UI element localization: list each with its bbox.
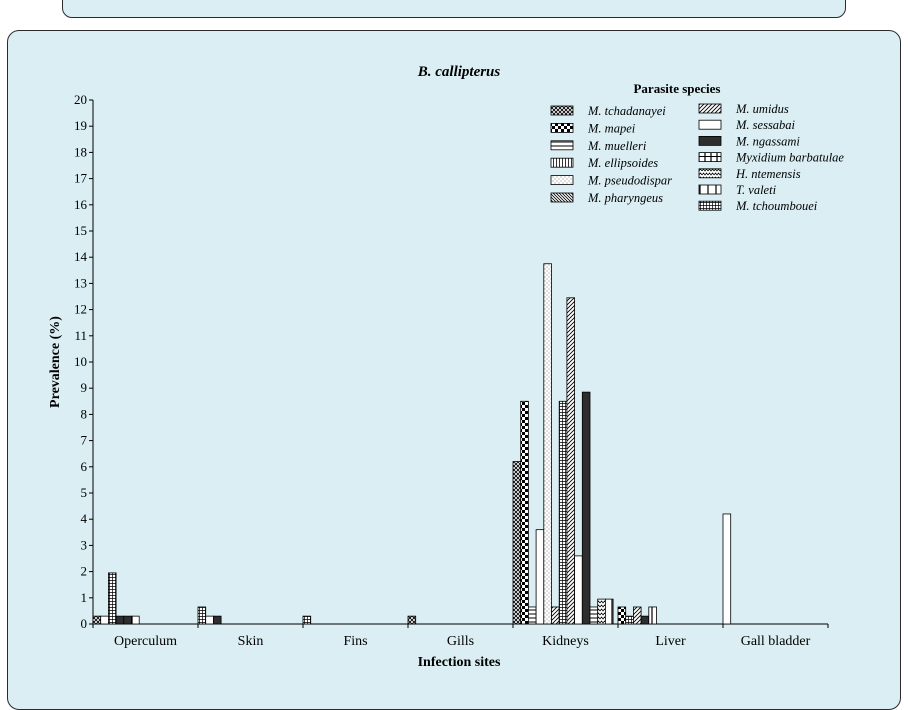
y-tick-label: 7 [81, 433, 88, 448]
bar-kidneys [520, 400, 529, 625]
legend-label: M. tchadanayei [587, 104, 666, 118]
y-tick-label: 18 [74, 144, 87, 159]
legend-label: T. valeti [736, 183, 777, 197]
legend-label: M. umidus [735, 102, 789, 116]
y-tick-label: 13 [74, 275, 87, 290]
y-tick-label: 6 [81, 459, 88, 474]
bar-skin [197, 606, 207, 625]
bar-kidneys [574, 555, 583, 625]
bar-kidneys [589, 606, 599, 625]
y-tick-label: 15 [74, 223, 87, 238]
bar-kidneys [605, 598, 614, 625]
y-axis-label: Prevalence (%) [48, 316, 63, 408]
bar-fins [302, 615, 312, 625]
y-tick-label: 9 [81, 380, 88, 395]
legend-label: H. ntemensis [735, 167, 801, 181]
chart-panel [7, 30, 901, 710]
legend-swatch [698, 119, 722, 130]
y-tick-label: 2 [81, 564, 88, 579]
x-tick-label: Gills [447, 634, 474, 649]
axes: 01234567891011121314151617181920Operculu… [74, 92, 829, 649]
bars [92, 263, 732, 625]
bar-chart: B. callipterus Prevalence (%) Infection … [48, 64, 844, 670]
legend-swatch [550, 157, 574, 168]
legend-swatch [550, 192, 574, 203]
bar-kidneys [535, 529, 545, 625]
bar-operculum [108, 572, 117, 625]
y-tick-label: 10 [74, 354, 87, 369]
bar-kidneys [566, 297, 576, 625]
bar-skin [212, 615, 222, 625]
legend-label: M. tchoumbouei [735, 199, 818, 213]
legend-swatch [698, 200, 722, 211]
bar-liver [633, 606, 642, 625]
bar-operculum [131, 615, 140, 625]
bar-kidneys [558, 400, 568, 625]
bar-liver [617, 606, 627, 625]
legend-label: M. ellipsoides [587, 156, 658, 170]
y-tick-label: 16 [74, 197, 88, 212]
legend-label: M. sessabai [735, 118, 796, 132]
x-axis-label: Infection sites [418, 655, 501, 670]
bar-kidneys [543, 263, 552, 625]
legend: M. tchadanayei M. mapei M. muelleri M. elli… [550, 102, 844, 213]
y-tick-label: 17 [74, 171, 88, 186]
x-tick-label: Fins [343, 634, 367, 649]
legend-title: Parasite species [633, 81, 720, 96]
top-panel [62, 0, 846, 18]
bar-liver [648, 606, 657, 625]
y-tick-label: 0 [81, 616, 88, 631]
legend-label: Myxidium barbatulae [735, 151, 844, 165]
legend-swatch [550, 123, 574, 133]
bar-kidneys [597, 598, 606, 625]
legend-swatch [698, 135, 722, 146]
x-tick-label: Gall bladder [741, 634, 811, 649]
bar-operculum [115, 615, 125, 625]
y-tick-label: 5 [81, 485, 88, 500]
legend-label: M. ngassami [735, 134, 800, 148]
bar-liver [640, 615, 650, 625]
legend-label: M. pharyngeus [587, 191, 663, 205]
legend-swatch [698, 152, 722, 163]
x-tick-label: Skin [238, 634, 264, 649]
y-tick-label: 20 [74, 92, 87, 107]
legend-label: M. pseudodispar [587, 174, 672, 188]
y-tick-label: 4 [81, 511, 88, 526]
bar-operculum [100, 615, 109, 625]
x-tick-label: Kidneys [542, 634, 589, 649]
legend-label: M. mapei [587, 121, 636, 135]
bar-kidneys [528, 606, 537, 625]
bar-gills [407, 615, 417, 625]
bar-kidneys [551, 606, 560, 625]
y-tick-label: 19 [74, 118, 87, 133]
legend-swatch [698, 168, 722, 179]
bar-liver [625, 615, 634, 625]
x-tick-label: Operculum [114, 634, 177, 649]
chart-title: B. callipterus [417, 64, 501, 80]
legend-label: M. muelleri [587, 139, 647, 153]
y-tick-label: 1 [81, 590, 88, 605]
legend-swatch [550, 105, 574, 116]
bar-gall-bladder [722, 513, 732, 625]
bar-kidneys [512, 461, 522, 625]
y-tick-label: 12 [74, 302, 87, 317]
bar-operculum [92, 615, 102, 625]
legend-swatch [698, 103, 722, 114]
legend-swatch [698, 184, 722, 195]
bar-skin [205, 615, 214, 625]
y-tick-label: 14 [74, 249, 88, 264]
y-tick-label: 3 [81, 537, 88, 552]
legend-swatch [550, 175, 574, 186]
x-tick-label: Liver [655, 634, 686, 649]
bar-kidneys [581, 391, 591, 625]
y-tick-label: 8 [81, 406, 88, 421]
bar-operculum [123, 615, 132, 625]
y-tick-label: 11 [74, 328, 87, 343]
legend-swatch [550, 140, 574, 151]
